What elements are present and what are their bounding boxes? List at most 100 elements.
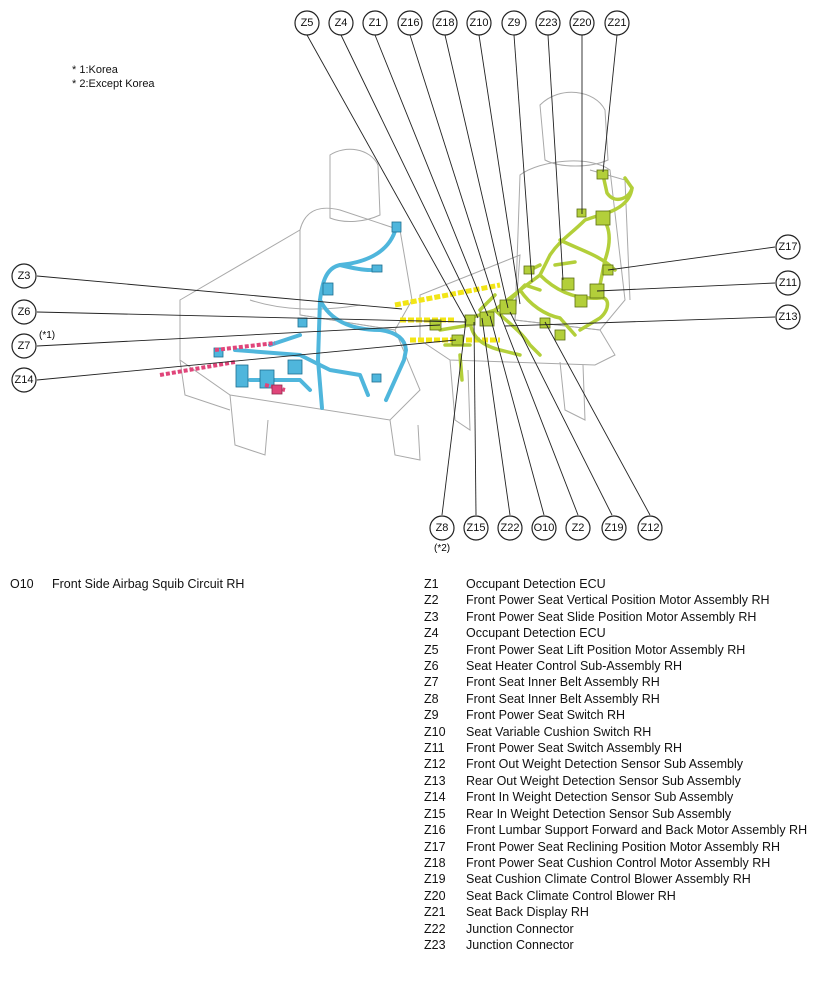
- legend-row: Z22 Junction Connector: [424, 921, 813, 937]
- legend-row: Z2 Front Power Seat Vertical Position Mot…: [424, 592, 813, 608]
- legend-desc: Front Power Seat Switch Assembly RH: [466, 741, 683, 756]
- legend-code: Z18: [424, 855, 446, 870]
- legend-row: Z15 Rear In Weight Detection Sensor Sub A…: [424, 806, 813, 822]
- svg-text:Z6: Z6: [18, 306, 31, 318]
- legend-desc: Seat Heater Control Sub-Assembly RH: [466, 659, 683, 674]
- callout-z11: Z11: [775, 270, 801, 296]
- legend-desc: Front Out Weight Detection Sensor Sub As…: [466, 757, 743, 772]
- legend-row: Z21 Seat Back Display RH: [424, 904, 813, 920]
- legend-row: Z16 Front Lumbar Support Forward and Back…: [424, 822, 813, 838]
- legend-row: Z7 Front Seat Inner Belt Assembly RH: [424, 674, 813, 690]
- legend-code: Z15: [424, 806, 446, 821]
- legend-row: Z14 Front In Weight Detection Sensor Sub …: [424, 789, 813, 805]
- legend-desc: Front Power Seat Slide Position Motor As…: [466, 609, 757, 624]
- leader-lines: [36, 34, 776, 516]
- svg-text:Z14: Z14: [15, 374, 34, 386]
- legend-row: Z4 Occupant Detection ECU: [424, 625, 813, 641]
- svg-text:O10: O10: [534, 522, 555, 534]
- svg-text:Z17: Z17: [779, 241, 798, 253]
- callout-z16: Z16: [397, 10, 423, 36]
- legend-code: Z20: [424, 888, 446, 903]
- legend-desc: Seat Back Display RH: [466, 905, 589, 920]
- legend-desc: Rear Out Weight Detection Sensor Sub Ass…: [466, 773, 741, 788]
- legend-desc: Seat Cushion Climate Control Blower Asse…: [466, 872, 751, 887]
- legend-row: Z9 Front Power Seat Switch RH: [424, 707, 813, 723]
- svg-text:Z13: Z13: [779, 311, 798, 323]
- svg-text:Z18: Z18: [436, 17, 455, 29]
- callout-z2: Z2: [565, 515, 591, 541]
- right-legend: Z1 Occupant Detection ECU Z2 Front Power Se…: [424, 576, 813, 953]
- legend-desc: Front In Weight Detection Sensor Sub Ass…: [466, 790, 734, 805]
- legend-row: O10 Front Side Airbag Squib Circuit RH: [10, 576, 402, 592]
- legend-desc: Front Power Seat Lift Position Motor Ass…: [466, 642, 746, 657]
- callout-z15: Z15: [463, 515, 489, 541]
- svg-text:Z3: Z3: [18, 270, 31, 282]
- z8-footnote-mark: (*2): [434, 543, 450, 554]
- legend-row: Z23 Junction Connector: [424, 937, 813, 953]
- callout-z13: Z13: [775, 304, 801, 330]
- svg-text:Z9: Z9: [508, 17, 521, 29]
- legend-code: Z5: [424, 642, 439, 657]
- legend-code: Z1: [424, 577, 439, 591]
- legend-row: Z6 Seat Heater Control Sub-Assembly RH: [424, 658, 813, 674]
- legend-row: Z12 Front Out Weight Detection Sensor Sub…: [424, 756, 813, 772]
- callout-z14: Z14: [11, 367, 37, 393]
- legend-desc: Front Power Seat Cushion Control Motor A…: [466, 855, 771, 870]
- note-except-korea: * 2:Except Korea: [72, 78, 155, 90]
- callout-z21: Z21: [604, 10, 630, 36]
- z7-footnote-mark: (*1): [39, 330, 55, 341]
- legend-code: O10: [10, 577, 34, 591]
- svg-text:Z1: Z1: [369, 17, 382, 29]
- legend-desc: Seat Variable Cushion Switch RH: [466, 724, 652, 739]
- blue-connectors: [213, 221, 402, 389]
- callout-o10: O10: [531, 515, 557, 541]
- callout-z1: Z1: [362, 10, 388, 36]
- callout-z17: Z17: [775, 234, 801, 260]
- callout-z23: Z23: [535, 10, 561, 36]
- svg-text:Z12: Z12: [641, 522, 660, 534]
- svg-text:Z2: Z2: [572, 522, 585, 534]
- legend-desc: Seat Back Climate Control Blower RH: [466, 888, 676, 903]
- legend-row: Z1 Occupant Detection ECU: [424, 576, 813, 592]
- rear-seat-outline: [179, 148, 421, 461]
- callout-z20: Z20: [569, 10, 595, 36]
- left-legend: O10 Front Side Airbag Squib Circuit RH: [10, 576, 402, 592]
- note-korea: * 1:Korea: [72, 64, 118, 76]
- svg-text:Z10: Z10: [470, 17, 489, 29]
- legend-row: Z18 Front Power Seat Cushion Control Moto…: [424, 855, 813, 871]
- legend-row: Z11 Front Power Seat Switch Assembly RH: [424, 740, 813, 756]
- svg-text:Z8: Z8: [436, 522, 449, 534]
- svg-text:Z20: Z20: [573, 17, 592, 29]
- green-connectors: [429, 169, 614, 346]
- legend-code: Z2: [424, 593, 439, 608]
- legend-code: Z22: [424, 921, 446, 936]
- legend-desc: Front Seat Inner Belt Assembly RH: [466, 691, 660, 706]
- legend-code: Z14: [424, 790, 446, 805]
- notes: * 1:Korea * 2:Except Korea: [72, 63, 155, 91]
- callout-z8: Z8: [429, 515, 455, 541]
- callout-z4: Z4: [328, 10, 354, 36]
- legend-code: Z7: [424, 675, 439, 690]
- svg-text:Z7: Z7: [18, 340, 31, 352]
- legend-code: Z4: [424, 626, 439, 641]
- legend-code: Z19: [424, 872, 446, 887]
- legend-desc: Occupant Detection ECU: [466, 577, 606, 591]
- legend-code: Z13: [424, 773, 446, 788]
- legend-row: Z17 Front Power Seat Reclining Position M…: [424, 839, 813, 855]
- legend-code: Z11: [424, 741, 445, 756]
- callout-z3: Z3: [11, 263, 37, 289]
- legend-code: Z3: [424, 609, 439, 624]
- legend-row: Z13 Rear Out Weight Detection Sensor Sub …: [424, 773, 813, 789]
- legend-code: Z17: [424, 839, 446, 854]
- callout-z18: Z18: [432, 10, 458, 36]
- legend-row: Z3 Front Power Seat Slide Position Motor …: [424, 609, 813, 625]
- legend-code: Z12: [424, 757, 446, 772]
- legend-desc: Front Lumbar Support Forward and Back Mo…: [466, 823, 808, 838]
- legend-code: Z16: [424, 823, 446, 838]
- svg-text:Z15: Z15: [467, 522, 486, 534]
- svg-text:Z11: Z11: [779, 277, 797, 289]
- legend-code: Z21: [424, 905, 446, 920]
- legend-row: Z8 Front Seat Inner Belt Assembly RH: [424, 691, 813, 707]
